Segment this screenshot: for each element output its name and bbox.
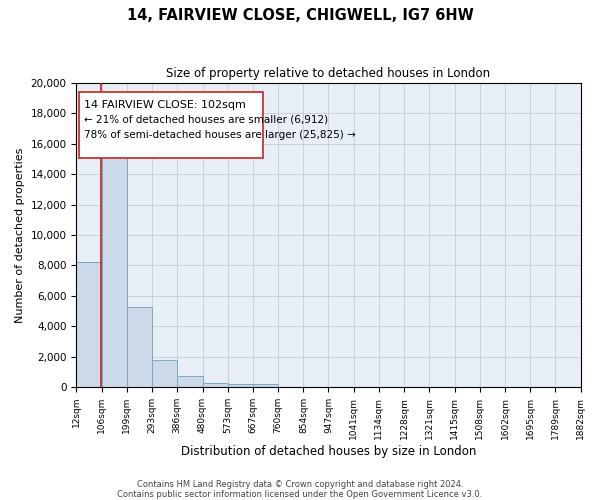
Text: ← 21% of detached houses are smaller (6,912): ← 21% of detached houses are smaller (6,… [84,115,328,125]
Text: Contains HM Land Registry data © Crown copyright and database right 2024.
Contai: Contains HM Land Registry data © Crown c… [118,480,482,499]
Bar [253,384,278,387]
Y-axis label: Number of detached properties: Number of detached properties [15,148,25,323]
Bar [227,384,253,387]
Bar [102,134,127,387]
Bar [76,262,102,387]
Bar [177,376,203,387]
FancyBboxPatch shape [79,92,263,158]
X-axis label: Distribution of detached houses by size in London: Distribution of detached houses by size … [181,444,476,458]
Text: 78% of semi-detached houses are larger (25,825) →: 78% of semi-detached houses are larger (… [84,130,356,140]
Bar [127,306,152,387]
Bar [152,360,177,387]
Title: Size of property relative to detached houses in London: Size of property relative to detached ho… [166,68,491,80]
Text: 14, FAIRVIEW CLOSE, CHIGWELL, IG7 6HW: 14, FAIRVIEW CLOSE, CHIGWELL, IG7 6HW [127,8,473,22]
Text: 14 FAIRVIEW CLOSE: 102sqm: 14 FAIRVIEW CLOSE: 102sqm [84,100,246,110]
Bar [203,382,227,387]
